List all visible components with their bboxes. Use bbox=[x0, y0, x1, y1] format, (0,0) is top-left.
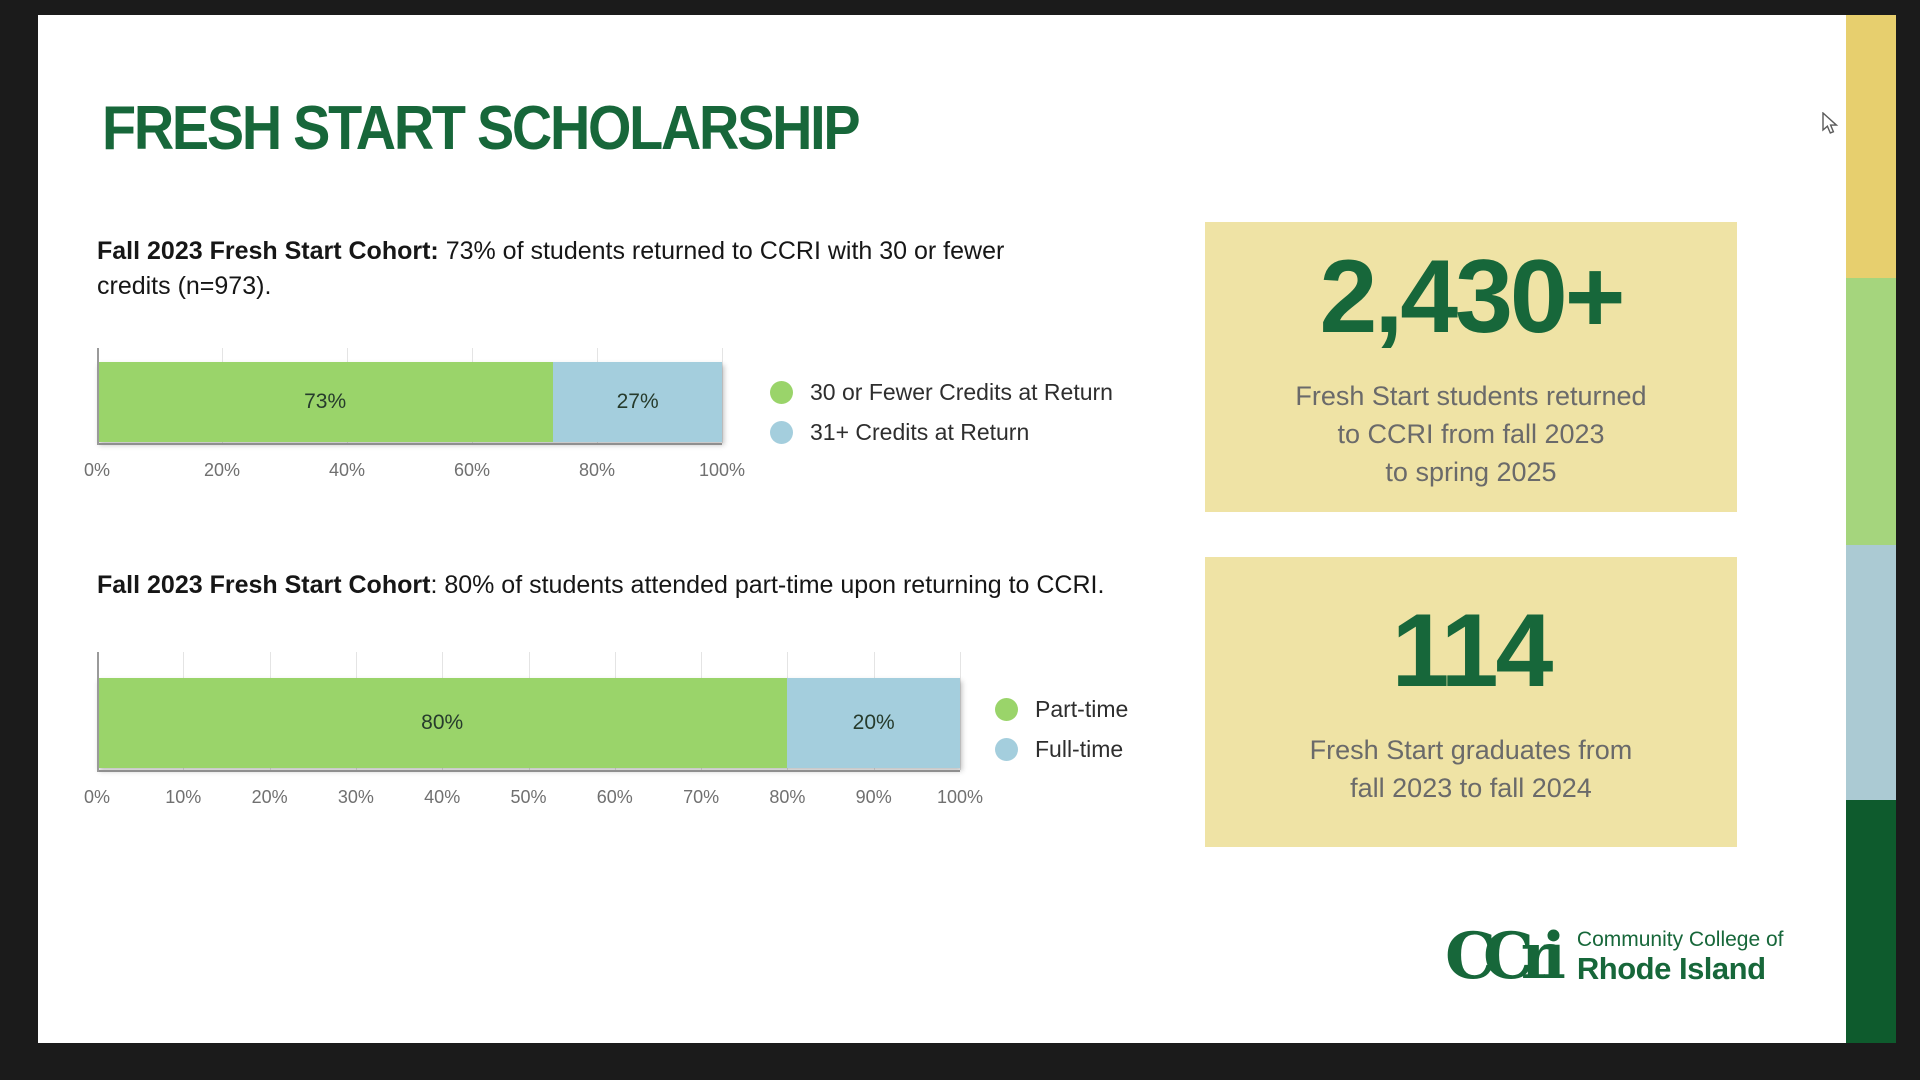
bar-value-label: 80% bbox=[421, 711, 464, 734]
cohort-statement-2-text: : 80% of students attended part-time upo… bbox=[430, 571, 1105, 599]
x-tick-label: 20% bbox=[203, 460, 241, 480]
legend-label: Part-time bbox=[1035, 696, 1129, 722]
x-tick-label: 60% bbox=[596, 787, 633, 807]
x-axis-line bbox=[97, 443, 722, 445]
x-axis-ticks: 0% 20% 40% 60% 80% 100% bbox=[84, 460, 745, 482]
edge-strip-segment-dark-green bbox=[1846, 800, 1896, 1043]
x-tick-label: 70% bbox=[683, 787, 720, 807]
graduates-stat-card: 114 Fresh Start graduates from fall 2023… bbox=[1205, 557, 1737, 847]
graduates-number: 114 bbox=[1391, 593, 1554, 710]
mouse-cursor-icon bbox=[1822, 112, 1839, 134]
bar-segment-1: 80% bbox=[97, 678, 788, 768]
legend-item: 31+ Credits at Return bbox=[770, 419, 1113, 446]
x-tick-label: 10% bbox=[165, 787, 202, 807]
returned-students-stat-card: 2,430+ Fresh Start students returned to … bbox=[1205, 222, 1737, 512]
bar-segment-2: 20% bbox=[787, 678, 960, 768]
x-axis-ticks: 0% 10% 20% 30% 40% 50% 60% 70% 80% 90% 100% bbox=[84, 787, 983, 809]
legend-label: 31+ Credits at Return bbox=[810, 419, 1030, 445]
stacked-bar: 80% 20% bbox=[97, 678, 960, 768]
cohort-statement-1-text: 73% of students returned to CCRI with 30… bbox=[97, 237, 1005, 300]
x-tick-label: 100% bbox=[936, 787, 984, 807]
slide-title: FRESH START SCHOLARSHIP bbox=[102, 94, 861, 163]
edge-strip-segment-light-blue bbox=[1846, 545, 1896, 800]
edge-strip bbox=[1846, 15, 1896, 1043]
x-tick-label: 0% bbox=[83, 787, 111, 807]
bar-value-label: 73% bbox=[304, 390, 347, 413]
legend-dot-icon bbox=[770, 381, 793, 404]
ccri-logo-line1: Community College of bbox=[1576, 927, 1784, 951]
ccri-logo-text: Community College of Rhode Island bbox=[1577, 928, 1784, 987]
ccri-monogram-icon: CCri bbox=[1445, 919, 1566, 994]
bar-segment-1: 73% bbox=[97, 362, 554, 442]
x-tick-label: 100% bbox=[698, 460, 746, 480]
bar-value-label: 27% bbox=[616, 390, 659, 413]
legend-item: Full-time bbox=[995, 736, 1128, 763]
bar-value-label: 20% bbox=[852, 711, 895, 734]
gridline bbox=[722, 348, 723, 443]
attendance-status-chart: 80% 20% 0% 10% 20% 30% 40% 50% 60% 70% 80% 90% 100% bbox=[84, 652, 983, 807]
legend-dot-icon bbox=[995, 738, 1018, 761]
attendance-chart-legend: Part-time Full-time bbox=[995, 696, 1128, 763]
legend-item: 30 or Fewer Credits at Return bbox=[770, 379, 1113, 406]
returned-students-number: 2,430+ bbox=[1319, 239, 1626, 356]
legend-dot-icon bbox=[995, 698, 1018, 721]
x-tick-label: 80% bbox=[578, 460, 616, 480]
cohort-statement-1: Fall 2023 Fresh Start Cohort: 73% of stu… bbox=[97, 234, 1017, 304]
y-axis-line bbox=[97, 652, 99, 772]
x-tick-label: 90% bbox=[855, 787, 892, 807]
edge-strip-segment-light-green bbox=[1846, 278, 1896, 545]
credits-chart-legend: 30 or Fewer Credits at Return 31+ Credits… bbox=[770, 379, 1113, 446]
legend-label: Full-time bbox=[1035, 736, 1124, 762]
cohort-statement-1-bold: Fall 2023 Fresh Start Cohort: bbox=[97, 237, 439, 265]
slide: FRESH START SCHOLARSHIP Fall 2023 Fresh … bbox=[38, 15, 1846, 1043]
x-tick-label: 60% bbox=[453, 460, 491, 480]
x-tick-label: 30% bbox=[337, 787, 374, 807]
stacked-bar: 73% 27% bbox=[97, 362, 722, 442]
graduates-description: Fresh Start graduates from fall 2023 to … bbox=[1309, 734, 1633, 803]
y-axis-line bbox=[97, 348, 99, 445]
bar-segment-2: 27% bbox=[553, 362, 722, 442]
cohort-statement-2-bold: Fall 2023 Fresh Start Cohort bbox=[97, 571, 431, 599]
x-tick-label: 20% bbox=[251, 787, 288, 807]
x-tick-label: 40% bbox=[424, 787, 461, 807]
legend-label: 30 or Fewer Credits at Return bbox=[810, 379, 1113, 405]
gridline bbox=[960, 652, 961, 770]
x-tick-label: 50% bbox=[510, 787, 547, 807]
credits-at-return-chart: 73% 27% 0% 20% 40% 60% 80% 100% bbox=[84, 348, 745, 480]
legend-item: Part-time bbox=[995, 696, 1128, 723]
ccri-logo-line2: Rhode Island bbox=[1576, 950, 1766, 986]
ccri-logo: CCri Community College of Rhode Island bbox=[1445, 925, 1784, 989]
x-axis-line bbox=[97, 770, 960, 772]
x-tick-label: 80% bbox=[769, 787, 806, 807]
x-tick-label: 0% bbox=[83, 460, 111, 480]
edge-strip-segment-yellow bbox=[1846, 15, 1896, 278]
legend-dot-icon bbox=[770, 421, 793, 444]
returned-students-description: Fresh Start students returned to CCRI fr… bbox=[1295, 380, 1647, 487]
cohort-statement-2: Fall 2023 Fresh Start Cohort: 80% of stu… bbox=[97, 568, 1117, 603]
x-tick-label: 40% bbox=[328, 460, 366, 480]
